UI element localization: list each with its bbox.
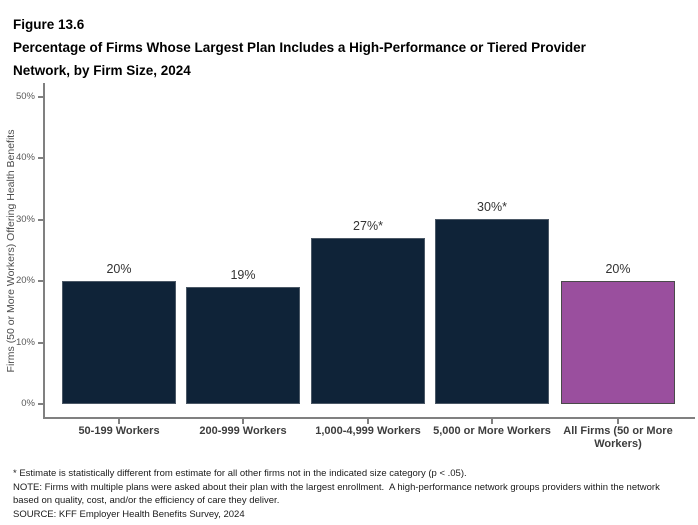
x-tick	[491, 419, 493, 424]
y-tick-label: 30%	[15, 213, 35, 225]
y-tick	[38, 280, 43, 282]
y-axis-line	[43, 83, 45, 419]
figure-title-line-2: Network, by Firm Size, 2024	[13, 63, 191, 78]
x-tick	[367, 419, 369, 424]
y-tick-label: 50%	[15, 90, 35, 102]
footnote-asterisk: * Estimate is statistically different fr…	[13, 468, 467, 479]
x-category-label: 200-999 Workers	[199, 425, 287, 437]
bar	[561, 281, 675, 404]
y-tick	[38, 341, 43, 344]
y-tick-label: 20%	[15, 275, 35, 286]
bar	[62, 281, 176, 404]
bar-value-label: 30%*	[477, 200, 507, 214]
footnote-source: SOURCE: KFF Employer Health Benefits Sur…	[13, 508, 245, 520]
y-tick	[38, 218, 43, 221]
y-tick	[38, 157, 43, 159]
y-tick-label: 0%	[21, 398, 35, 409]
figure-title-line-1: Percentage of Firms Whose Largest Plan I…	[13, 40, 586, 55]
x-category-label: 5,000 or More Workers	[433, 425, 551, 437]
bar	[435, 219, 549, 404]
y-tick-label: 40%	[15, 152, 35, 163]
figure-number: Figure 13.6	[13, 17, 85, 32]
y-tick	[38, 403, 43, 405]
x-category-label: 50-199 Workers	[78, 425, 160, 437]
x-tick	[242, 419, 244, 424]
x-category-label: 1,000-4,999 Workers	[315, 425, 421, 437]
y-tick-label: 10%	[15, 336, 35, 348]
bar-value-label: 19%	[230, 268, 256, 282]
y-tick	[38, 95, 43, 98]
footnote-note: NOTE: Firms with multiple plans were ask…	[13, 481, 663, 507]
bar-value-label: 27%*	[353, 219, 383, 233]
x-tick	[118, 419, 120, 424]
bar-value-label: 20%	[106, 262, 132, 276]
figure-header: Figure 13.6 Percentage of Firms Whose La…	[13, 13, 603, 82]
bar	[186, 287, 300, 404]
x-axis-line	[43, 417, 695, 419]
x-category-label: All Firms (50 or More Workers)	[563, 425, 673, 450]
bar-value-label: 20%	[605, 262, 631, 276]
bar	[311, 238, 425, 404]
footnotes: * Estimate is statistically different fr…	[13, 467, 663, 521]
x-tick	[617, 419, 619, 424]
